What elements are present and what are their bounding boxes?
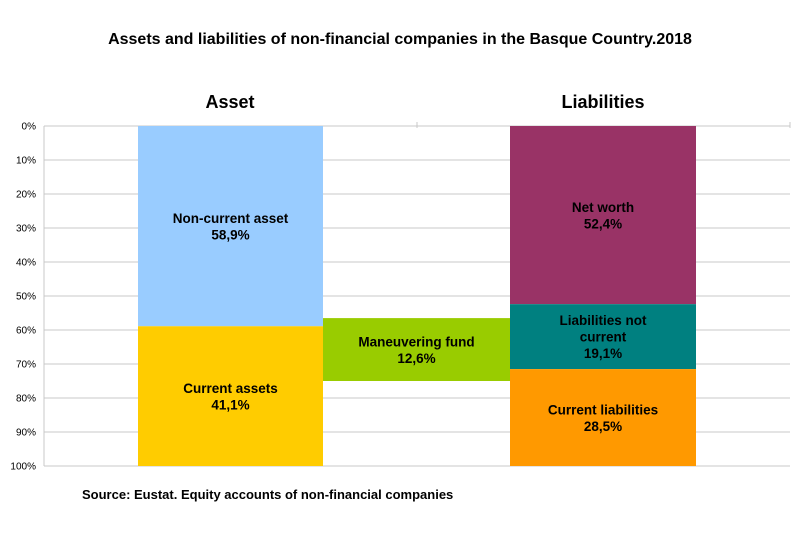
segment-value: 41,1% xyxy=(211,397,249,412)
segment-value: 58,9% xyxy=(211,227,249,242)
segment-name: Current assets xyxy=(183,381,278,396)
column-header-asset: Asset xyxy=(205,92,254,112)
y-tick-label: 40% xyxy=(16,258,36,269)
segment-name: Current liabilities xyxy=(548,402,658,417)
bar-segment-net-worth xyxy=(510,126,696,305)
segment-value: 19,1% xyxy=(584,346,622,361)
chart-title: Assets and liabilities of non-financial … xyxy=(108,31,692,48)
y-tick-label: 20% xyxy=(16,190,36,201)
y-tick-label: 70% xyxy=(16,360,36,371)
segment-name: Net worth xyxy=(572,200,634,215)
column-header-liabilities: Liabilities xyxy=(561,92,644,112)
segment-value: 28,5% xyxy=(584,419,622,434)
y-tick-label: 90% xyxy=(16,428,36,439)
y-tick-label: 50% xyxy=(16,292,36,303)
segment-value: 52,4% xyxy=(584,216,622,231)
bar-segment-current-assets xyxy=(138,326,323,466)
segment-name: Non-current asset xyxy=(173,211,289,226)
segment-value: 12,6% xyxy=(397,351,435,366)
bar-segment-non-current-asset xyxy=(138,126,323,327)
bar-segment-current-liabilities xyxy=(510,369,696,466)
y-tick-label: 60% xyxy=(16,326,36,337)
segment-label-non-current-asset: Non-current asset 58,9% xyxy=(173,211,289,243)
segment-name: Liabilities not xyxy=(559,313,647,328)
segment-label-current-liabilities: Current liabilities 28,5% xyxy=(548,402,658,434)
segment-label-liabilities-not-current: Liabilities not current 19,1% xyxy=(559,313,647,361)
y-tick-label: 100% xyxy=(10,462,36,473)
segment-label-maneuvering-fund: Maneuvering fund 12,6% xyxy=(358,334,474,366)
y-tick-label: 30% xyxy=(16,224,36,235)
bar-segment-maneuvering-fund xyxy=(323,318,510,381)
segment-name: Maneuvering fund xyxy=(358,334,474,349)
bar-segment-liabilities-not-current xyxy=(510,304,696,370)
y-tick-label: 10% xyxy=(16,156,36,167)
segment-label-net-worth: Net worth 52,4% xyxy=(572,200,634,232)
segment-label-current-assets: Current assets 41,1% xyxy=(183,381,278,413)
y-tick-label: 0% xyxy=(22,122,37,133)
segment-name: current xyxy=(580,330,627,345)
y-tick-label: 80% xyxy=(16,394,36,405)
source-note: Source: Eustat. Equity accounts of non-f… xyxy=(82,487,454,502)
